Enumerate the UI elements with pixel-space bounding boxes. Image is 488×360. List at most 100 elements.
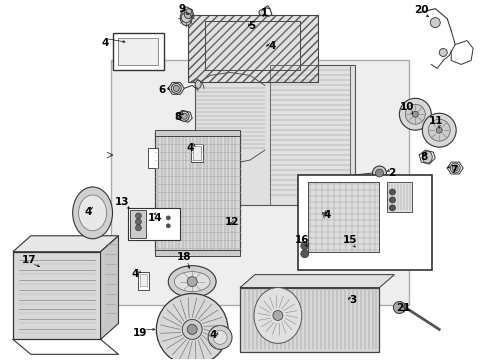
Text: 3: 3 — [348, 294, 355, 305]
Text: 5: 5 — [248, 21, 255, 31]
Text: 19: 19 — [133, 328, 147, 338]
Bar — [155, 130, 240, 136]
Text: 18: 18 — [177, 252, 191, 262]
Ellipse shape — [179, 111, 189, 121]
Bar — [205, 21, 299, 71]
Bar — [307, 182, 379, 252]
Bar — [155, 250, 240, 256]
Bar — [155, 132, 240, 252]
Ellipse shape — [427, 119, 449, 141]
Text: 7: 7 — [449, 165, 457, 175]
Ellipse shape — [187, 324, 197, 334]
Text: 4: 4 — [209, 330, 216, 341]
Bar — [205, 21, 299, 71]
Ellipse shape — [411, 111, 417, 117]
Bar — [13, 252, 101, 339]
Text: 2: 2 — [387, 168, 394, 178]
Ellipse shape — [272, 310, 282, 320]
Ellipse shape — [300, 250, 308, 258]
Bar — [297, 175, 431, 270]
Ellipse shape — [195, 80, 201, 88]
Bar — [205, 21, 299, 71]
Text: 4: 4 — [267, 41, 275, 50]
Text: 15: 15 — [342, 235, 356, 245]
Ellipse shape — [422, 113, 455, 147]
Text: 20: 20 — [413, 5, 427, 15]
Ellipse shape — [429, 18, 439, 28]
Text: 21: 21 — [395, 302, 410, 312]
Ellipse shape — [174, 272, 210, 292]
Ellipse shape — [388, 205, 395, 211]
Ellipse shape — [399, 98, 430, 130]
Ellipse shape — [213, 330, 226, 345]
Text: 4: 4 — [324, 210, 331, 220]
Ellipse shape — [435, 127, 441, 133]
Ellipse shape — [182, 319, 202, 339]
Ellipse shape — [156, 293, 227, 360]
Text: 8: 8 — [174, 112, 182, 122]
Ellipse shape — [166, 216, 170, 220]
Text: 4: 4 — [131, 269, 139, 279]
Text: 4: 4 — [85, 207, 92, 217]
Ellipse shape — [300, 242, 308, 250]
Ellipse shape — [79, 195, 106, 231]
Text: 14: 14 — [148, 213, 163, 223]
Polygon shape — [101, 236, 118, 339]
Text: 17: 17 — [21, 255, 36, 265]
Bar — [191, 144, 203, 162]
Text: 10: 10 — [399, 102, 414, 112]
Ellipse shape — [259, 10, 264, 15]
Bar — [193, 146, 201, 160]
Ellipse shape — [405, 104, 425, 124]
Ellipse shape — [168, 266, 216, 298]
Ellipse shape — [135, 225, 141, 231]
Ellipse shape — [253, 288, 301, 343]
Text: 8: 8 — [420, 152, 427, 162]
Ellipse shape — [438, 49, 447, 57]
Ellipse shape — [171, 84, 181, 93]
Text: 12: 12 — [224, 217, 239, 227]
Bar — [386, 182, 411, 212]
Polygon shape — [240, 275, 394, 288]
Ellipse shape — [388, 189, 395, 195]
Polygon shape — [13, 236, 118, 252]
Bar — [188, 15, 317, 82]
Ellipse shape — [372, 166, 386, 180]
Ellipse shape — [135, 213, 141, 219]
Bar — [128, 208, 180, 240]
Text: 6: 6 — [159, 85, 165, 95]
Ellipse shape — [422, 151, 431, 163]
Bar — [138, 272, 149, 289]
Bar — [240, 288, 379, 352]
Ellipse shape — [187, 276, 197, 287]
Ellipse shape — [173, 85, 179, 91]
Bar — [110, 60, 408, 305]
Ellipse shape — [393, 302, 405, 314]
Bar — [195, 66, 354, 205]
Ellipse shape — [181, 113, 187, 119]
Text: 9: 9 — [178, 4, 185, 14]
Bar — [188, 15, 317, 82]
Bar — [307, 182, 379, 252]
Text: 11: 11 — [428, 116, 443, 126]
Ellipse shape — [180, 10, 192, 26]
Ellipse shape — [208, 325, 232, 349]
Bar — [188, 15, 317, 82]
Ellipse shape — [135, 219, 141, 225]
Text: 16: 16 — [294, 235, 308, 245]
Text: 13: 13 — [115, 197, 129, 207]
Ellipse shape — [449, 163, 459, 173]
Ellipse shape — [375, 169, 383, 177]
Text: 4: 4 — [186, 143, 194, 153]
Ellipse shape — [73, 187, 112, 239]
Ellipse shape — [388, 197, 395, 203]
Ellipse shape — [166, 224, 170, 228]
Bar — [140, 274, 147, 285]
Bar — [118, 37, 158, 66]
Text: 1: 1 — [261, 8, 268, 18]
Bar — [112, 32, 164, 71]
Bar — [240, 288, 379, 352]
Ellipse shape — [451, 165, 457, 171]
Bar — [269, 66, 349, 205]
Bar — [130, 210, 146, 238]
